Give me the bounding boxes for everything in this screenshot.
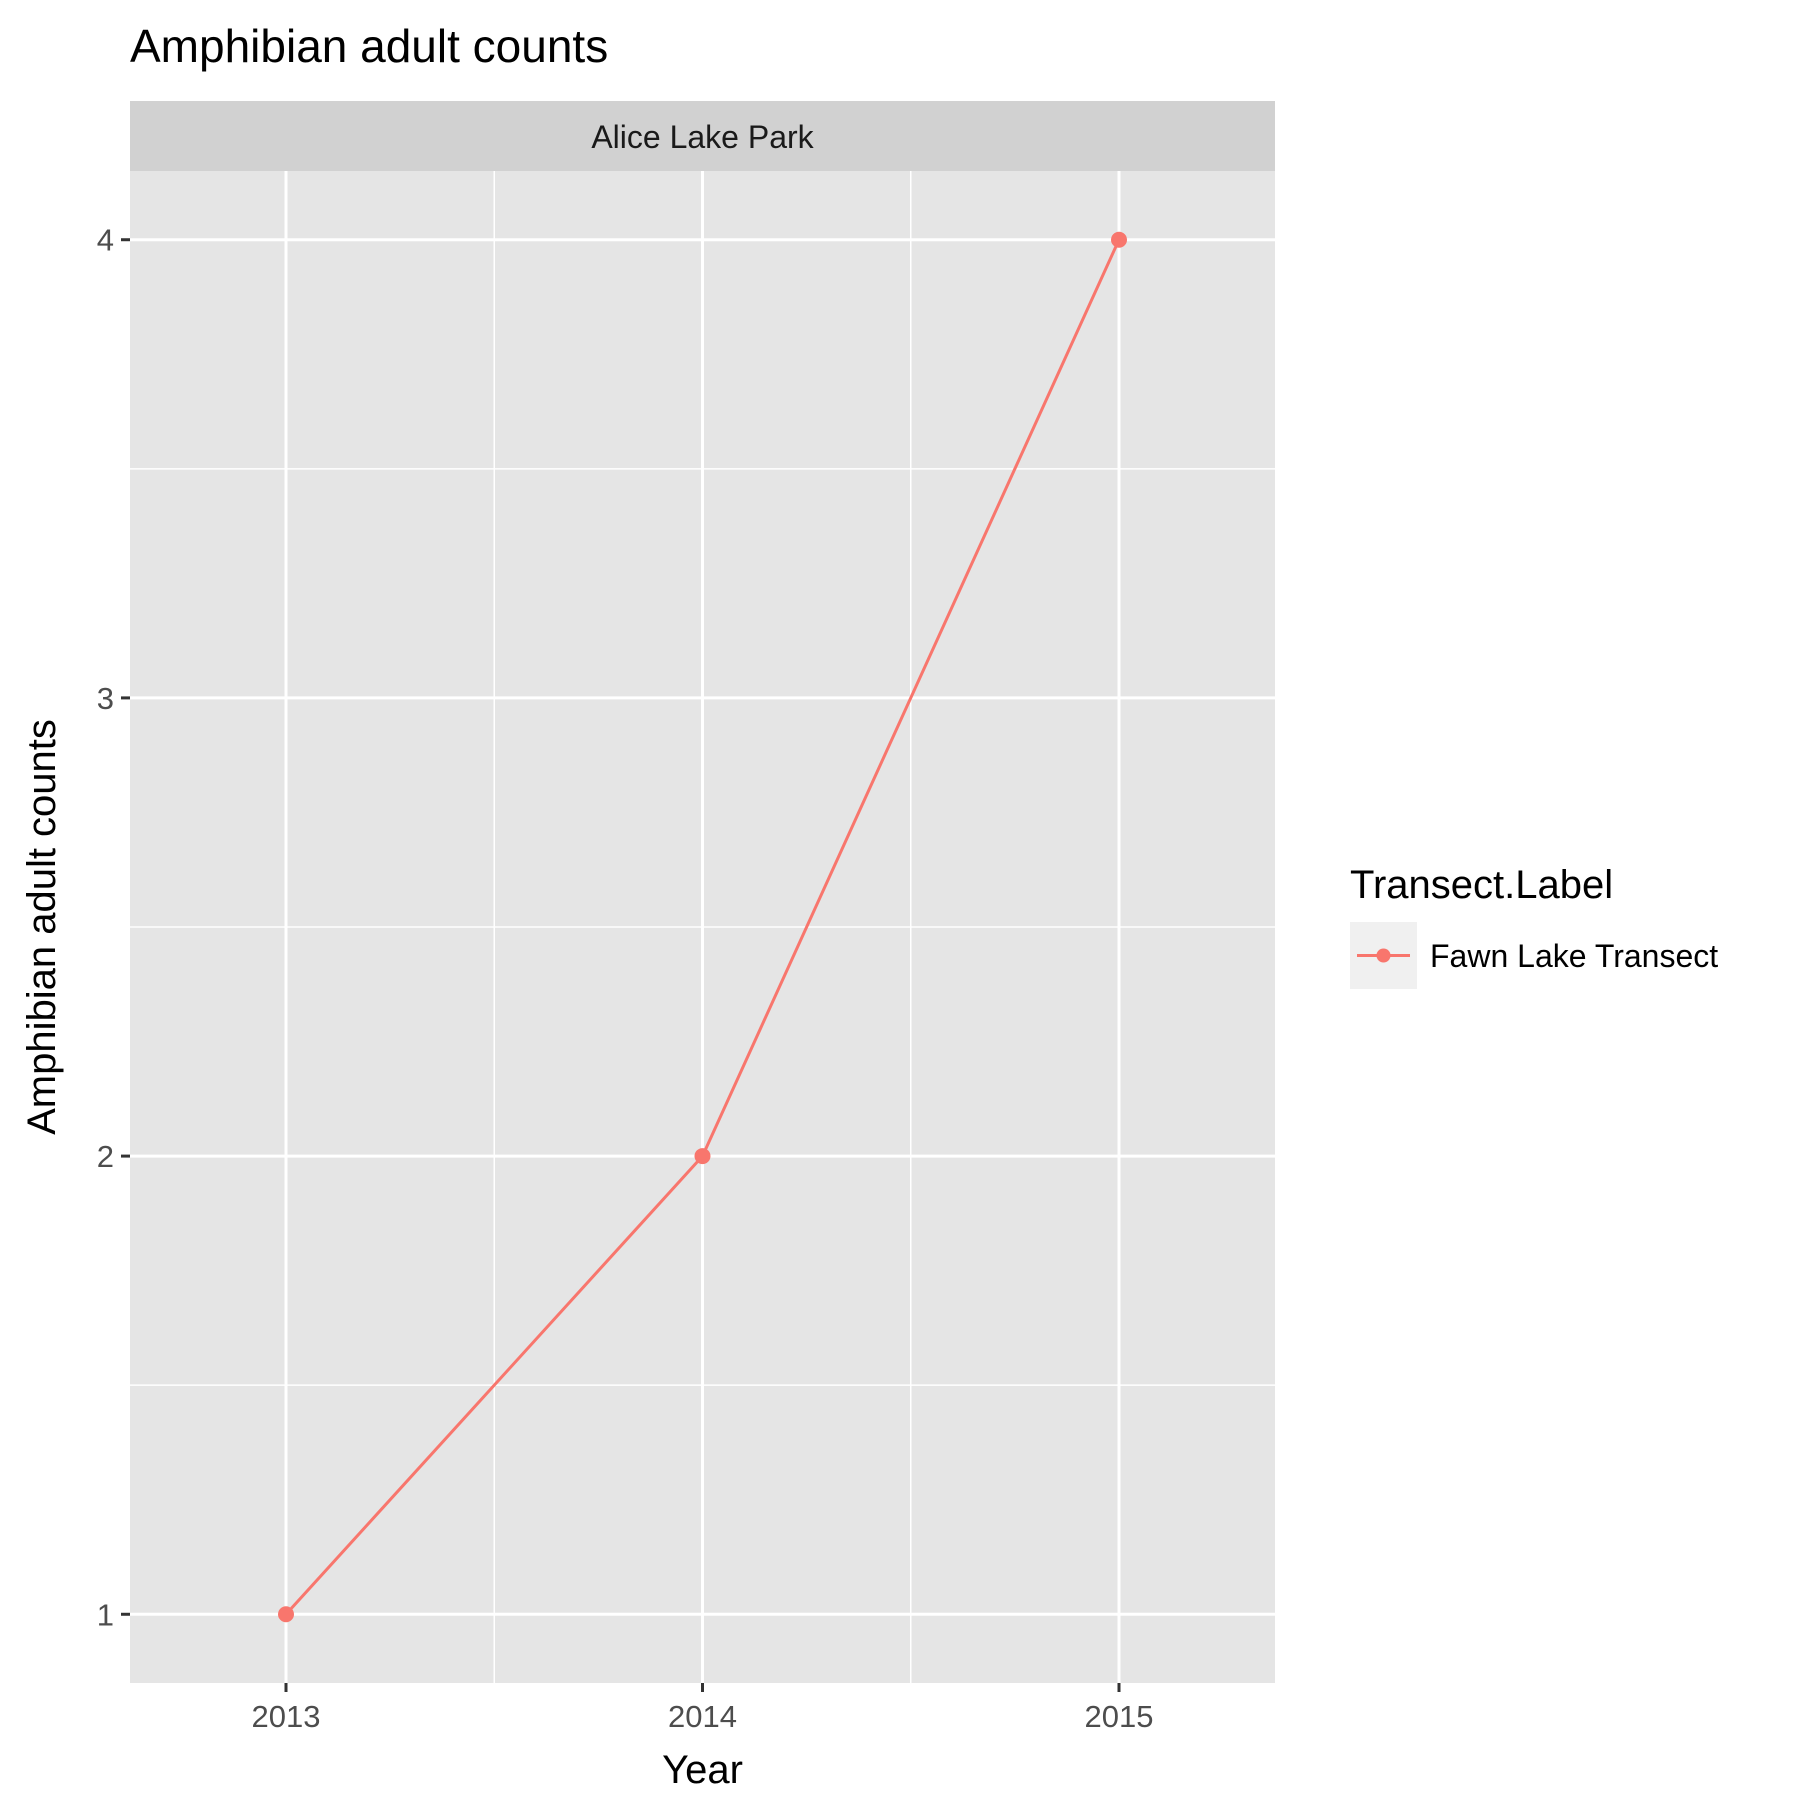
- series-layer: [278, 231, 1127, 1623]
- y-axis: 1 2 3 4: [97, 223, 130, 1632]
- legend-key-point: [1376, 948, 1391, 963]
- legend: Transect.Label Fawn Lake Transect: [1350, 863, 1718, 989]
- y-tick-label: 1: [97, 1597, 114, 1632]
- x-axis-title: Year: [662, 1748, 743, 1792]
- x-tick-label: 2015: [1085, 1699, 1154, 1734]
- y-axis-title: Amphibian adult counts: [20, 719, 64, 1135]
- x-tick-label: 2013: [252, 1699, 321, 1734]
- chart-title: Amphibian adult counts: [130, 20, 608, 72]
- y-tick-label: 4: [97, 223, 114, 258]
- data-point: [278, 1606, 294, 1623]
- data-point: [694, 1148, 711, 1165]
- facet-label: Alice Lake Park: [591, 119, 814, 155]
- data-point: [1111, 231, 1127, 248]
- x-axis: 2013 2014 2015: [252, 1683, 1154, 1734]
- legend-item-label: Fawn Lake Transect: [1430, 938, 1718, 974]
- facet-strip: [130, 101, 1275, 171]
- legend-title: Transect.Label: [1350, 863, 1613, 907]
- x-tick-label: 2014: [668, 1699, 737, 1734]
- y-tick-label: 2: [97, 1139, 114, 1174]
- y-tick-label: 3: [97, 681, 114, 716]
